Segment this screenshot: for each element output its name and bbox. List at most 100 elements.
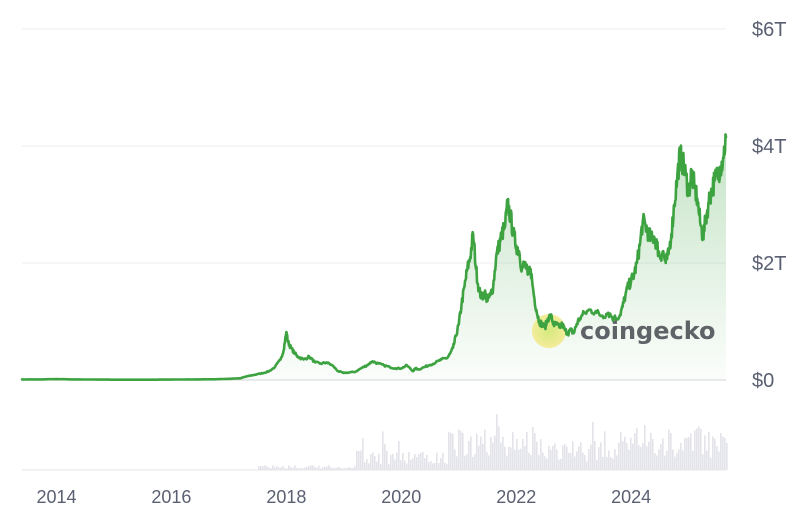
volume-bar <box>558 459 560 470</box>
volume-bar <box>526 431 528 470</box>
volume-bar <box>466 454 468 470</box>
volume-bar <box>424 458 426 470</box>
volume-bar <box>544 456 546 470</box>
volume-bar <box>390 454 392 470</box>
volume-bar <box>422 451 424 470</box>
volume-bar <box>722 436 724 470</box>
volume-bar <box>536 441 538 470</box>
volume-bar <box>316 467 318 470</box>
volume-bar <box>716 446 718 470</box>
volume-bar <box>666 450 668 470</box>
volume-bar <box>308 466 310 470</box>
volume-bar <box>268 467 270 470</box>
volume-bar <box>444 462 446 470</box>
volume-bar <box>570 453 572 470</box>
volume-bar <box>608 450 610 470</box>
volume-bar <box>334 467 336 470</box>
volume-bar <box>258 466 260 470</box>
volume-bar <box>346 467 348 470</box>
volume-bar <box>672 449 674 470</box>
volume-bar <box>480 436 482 470</box>
volume-bar <box>412 458 414 470</box>
volume-bar <box>580 442 582 470</box>
volume-bar <box>550 449 552 470</box>
volume-bar <box>726 442 728 470</box>
coingecko-watermark: coingecko <box>532 314 716 348</box>
volume-bar <box>548 445 550 470</box>
volume-bar <box>260 466 262 470</box>
volume-bar <box>712 436 714 470</box>
volume-bar <box>694 430 696 470</box>
volume-bar <box>498 426 500 470</box>
x-tick-label: 2016 <box>151 487 191 507</box>
volume-bar <box>582 452 584 470</box>
volume-bars <box>258 414 728 470</box>
volume-bar <box>546 458 548 470</box>
volume-bar <box>592 421 594 470</box>
volume-bar <box>652 439 654 470</box>
volume-bar <box>342 468 344 470</box>
volume-bar <box>450 432 452 470</box>
volume-bar <box>500 442 502 470</box>
volume-bar <box>724 438 726 470</box>
volume-bar <box>614 449 616 470</box>
volume-bar <box>436 452 438 470</box>
volume-bar <box>700 428 702 470</box>
volume-bar <box>446 463 448 470</box>
volume-bar <box>280 467 282 470</box>
volume-bar <box>632 443 634 470</box>
volume-bar <box>662 438 664 470</box>
volume-bar <box>664 455 666 470</box>
volume-bar <box>588 449 590 470</box>
volume-bar <box>460 431 462 470</box>
volume-bar <box>312 465 314 470</box>
volume-bar <box>604 431 606 470</box>
volume-bar <box>270 468 272 470</box>
volume-bar <box>562 445 564 470</box>
x-tick-label: 2018 <box>266 487 306 507</box>
volume-bar <box>618 442 620 470</box>
volume-bar <box>708 431 710 470</box>
volume-bar <box>680 442 682 470</box>
volume-bar <box>634 433 636 470</box>
volume-bar <box>306 466 308 470</box>
volume-bar <box>394 459 396 470</box>
volume-bar <box>512 432 514 470</box>
x-tick-label: 2022 <box>496 487 536 507</box>
volume-bar <box>294 465 296 470</box>
volume-bar <box>420 452 422 470</box>
volume-bar <box>510 447 512 470</box>
volume-bar <box>448 431 450 470</box>
volume-bar <box>278 467 280 470</box>
volume-bar <box>374 456 376 470</box>
volume-bar <box>350 467 352 470</box>
volume-bar <box>286 468 288 470</box>
volume-bar <box>516 438 518 470</box>
volume-bar <box>408 451 410 470</box>
volume-bar <box>502 436 504 470</box>
volume-bar <box>674 456 676 470</box>
volume-bar <box>540 439 542 470</box>
volume-bar <box>572 441 574 470</box>
volume-bar <box>484 429 486 470</box>
volume-bar <box>360 450 362 470</box>
volume-bar <box>384 443 386 470</box>
volume-bar <box>322 467 324 470</box>
volume-bar <box>682 450 684 470</box>
volume-bar <box>660 443 662 470</box>
volume-bar <box>638 445 640 470</box>
volume-bar <box>470 436 472 470</box>
coingecko-wordmark: coingecko <box>580 317 716 345</box>
volume-bar <box>506 455 508 470</box>
volume-bar <box>326 466 328 470</box>
volume-bar <box>284 468 286 470</box>
volume-bar <box>438 463 440 470</box>
volume-bar <box>348 467 350 470</box>
volume-bar <box>684 438 686 470</box>
volume-bar <box>440 458 442 470</box>
volume-bar <box>594 441 596 470</box>
volume-bar <box>648 441 650 470</box>
volume-bar <box>418 453 420 470</box>
volume-bar <box>462 432 464 470</box>
